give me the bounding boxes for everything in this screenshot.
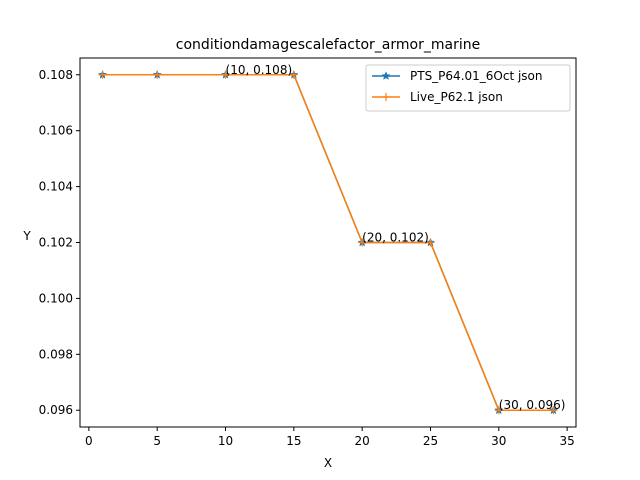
legend-entry-label: PTS_P64.01_6Oct json bbox=[410, 69, 543, 83]
y-tick-label: 0.106 bbox=[39, 124, 73, 138]
legend-swatch-plus-marker bbox=[382, 93, 390, 101]
x-tick-label: 30 bbox=[491, 434, 506, 448]
y-tick-label: 0.102 bbox=[39, 236, 73, 250]
data-annotation: (30, 0.096) bbox=[499, 398, 566, 412]
x-tick-label: 5 bbox=[153, 434, 161, 448]
x-tick-label: 15 bbox=[286, 434, 301, 448]
y-tick-label: 0.100 bbox=[39, 291, 73, 305]
data-annotation: (20, 0.102) bbox=[362, 231, 429, 245]
y-tick-label: 0.104 bbox=[39, 180, 73, 194]
x-tick-label: 10 bbox=[218, 434, 233, 448]
x-tick-label: 0 bbox=[85, 434, 93, 448]
plot-area: 0 5 10 15 20 25 30 35 0.096 0.098 0.100 0.102 0.104 0… bbox=[39, 63, 575, 448]
x-tick-label: 35 bbox=[559, 434, 574, 448]
y-axis-label: Y bbox=[22, 229, 31, 243]
legend-entry-label: Live_P62.1 json bbox=[410, 90, 503, 104]
data-annotation: (10, 0.108) bbox=[226, 63, 293, 77]
y-tick-label: 0.108 bbox=[39, 68, 73, 82]
axes-frame bbox=[79, 57, 577, 428]
series-line bbox=[102, 74, 554, 411]
y-tick-label: 0.096 bbox=[39, 403, 73, 417]
x-axis-label: X bbox=[324, 456, 332, 470]
legend-frame bbox=[365, 64, 571, 112]
y-tick-label: 0.098 bbox=[39, 347, 73, 361]
chart-title: conditiondamagescalefactor_armor_marine bbox=[176, 37, 480, 53]
star-marker bbox=[381, 71, 391, 80]
legend: PTS_P64.01_6Oct json Live_P62.1 json bbox=[365, 64, 571, 112]
x-tick-label: 20 bbox=[355, 434, 370, 448]
x-tick-label: 25 bbox=[423, 434, 438, 448]
legend-swatch-star-marker bbox=[381, 71, 391, 80]
